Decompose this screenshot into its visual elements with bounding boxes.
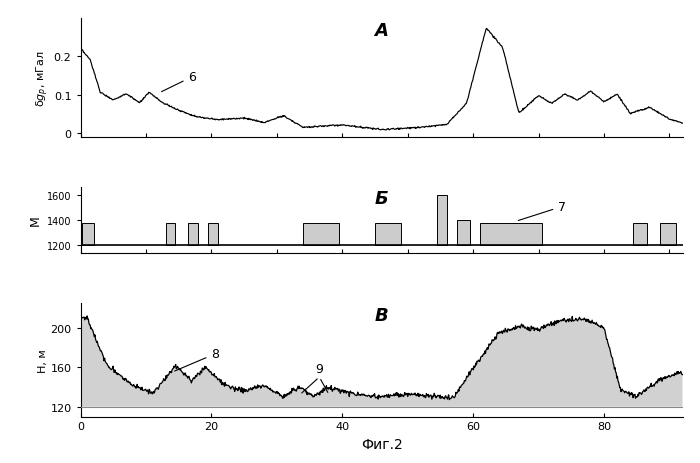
- Y-axis label: δ$g_p$, мГал: δ$g_p$, мГал: [34, 50, 51, 106]
- Text: 6: 6: [162, 71, 196, 93]
- Text: 9: 9: [316, 362, 323, 375]
- Bar: [188, 223, 198, 246]
- Text: Б: Б: [374, 190, 388, 208]
- Text: 7: 7: [518, 200, 566, 221]
- X-axis label: Фиг.2: Фиг.2: [360, 437, 402, 451]
- Bar: [437, 195, 447, 246]
- Text: А: А: [374, 22, 388, 40]
- Bar: [375, 223, 401, 246]
- Bar: [456, 220, 470, 246]
- Bar: [166, 223, 176, 246]
- Bar: [303, 223, 339, 246]
- Bar: [634, 223, 647, 246]
- Y-axis label: Н, м: Н, м: [38, 348, 48, 372]
- Text: В: В: [374, 307, 388, 325]
- Y-axis label: М: М: [28, 215, 41, 226]
- Bar: [480, 223, 542, 246]
- Bar: [208, 223, 218, 246]
- Bar: [83, 223, 94, 246]
- Text: 8: 8: [175, 348, 219, 371]
- Bar: [659, 223, 676, 246]
